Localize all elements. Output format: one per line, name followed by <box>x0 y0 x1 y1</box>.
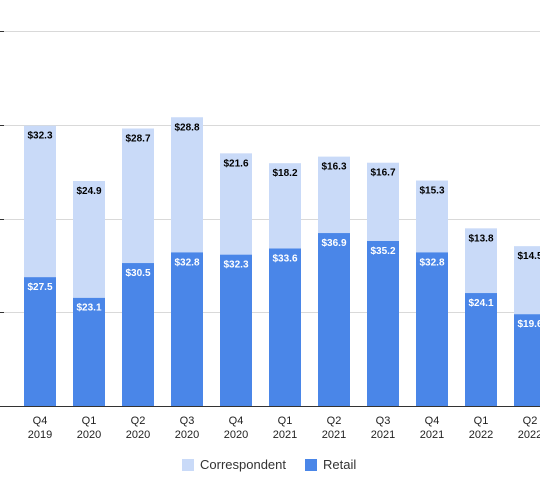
x-tick-label-year: 2020 <box>175 429 199 441</box>
x-tick-label-quarter: Q4 <box>229 415 244 427</box>
data-label-retail: $19.6 <box>517 319 540 330</box>
bar-correspondent[interactable] <box>514 246 540 315</box>
x-tick-label-year: 2020 <box>77 429 101 441</box>
data-label-correspondent: $28.8 <box>174 122 199 133</box>
x-tick-label-year: 2021 <box>273 429 297 441</box>
data-label-correspondent: $14.5 <box>517 251 540 262</box>
legend-item-retail[interactable]: Retail <box>305 457 356 472</box>
bar-correspondent[interactable] <box>367 162 399 241</box>
legend-label-correspondent: Correspondent <box>200 457 286 472</box>
bar-retail[interactable] <box>122 263 154 406</box>
data-label-retail: $35.2 <box>370 246 395 257</box>
bar-retail[interactable] <box>465 293 497 406</box>
legend-swatch-retail <box>305 458 317 471</box>
data-label-correspondent: $16.3 <box>321 162 346 173</box>
x-tick-label-quarter: Q2 <box>327 415 342 427</box>
data-label-correspondent: $24.9 <box>76 186 101 197</box>
legend-label-retail: Retail <box>323 457 357 472</box>
x-tick-label-quarter: Q2 <box>523 415 538 427</box>
bars <box>24 117 540 406</box>
x-tick-label-quarter: Q1 <box>82 415 97 427</box>
data-label-correspondent: $13.8 <box>468 233 493 244</box>
x-tick-label-year: 2021 <box>322 429 346 441</box>
data-label-retail: $23.1 <box>76 303 101 314</box>
data-label-correspondent: $28.7 <box>125 134 150 145</box>
bar-correspondent[interactable] <box>220 153 252 255</box>
x-tick-label-year: 2022 <box>469 429 493 441</box>
x-tick-label-quarter: Q4 <box>425 415 440 427</box>
legend: Correspondent Retail <box>0 457 540 477</box>
bar-correspondent[interactable] <box>73 181 105 298</box>
data-label-correspondent: $32.3 <box>27 131 52 142</box>
x-tick-label-year: 2021 <box>371 429 395 441</box>
bar-retail[interactable] <box>220 254 252 406</box>
data-label-correspondent: $15.3 <box>419 186 444 197</box>
data-label-retail: $36.9 <box>321 238 346 249</box>
bar-correspondent[interactable] <box>416 180 448 253</box>
bar-retail[interactable] <box>269 248 301 407</box>
data-label-correspondent: $18.2 <box>272 168 297 179</box>
bar-retail[interactable] <box>416 252 448 406</box>
data-label-retail: $32.8 <box>174 257 199 268</box>
data-labels: $27.5 $32.3 $23.1 $24.9 $30.5 $28.7 $32.8 $28.8… <box>27 122 540 330</box>
x-tick-label-year: 2022 <box>518 429 540 441</box>
x-tick-label-year: 2020 <box>126 429 150 441</box>
legend-item-correspondent[interactable]: Correspondent <box>182 457 286 472</box>
data-label-retail: $32.8 <box>419 257 444 268</box>
data-label-retail: $24.1 <box>468 298 493 309</box>
bar-retail[interactable] <box>318 233 350 406</box>
data-label-retail: $27.5 <box>27 282 52 293</box>
data-label-correspondent: $21.6 <box>223 158 248 169</box>
bar-retail[interactable] <box>514 314 540 406</box>
x-tick-label-quarter: Q4 <box>33 415 48 427</box>
data-label-retail: $32.3 <box>223 260 248 271</box>
bar-correspondent[interactable] <box>171 117 203 253</box>
bar-correspondent[interactable] <box>465 228 497 294</box>
data-label-correspondent: $16.7 <box>370 168 395 179</box>
x-tick-label-year: 2021 <box>420 429 444 441</box>
bar-retail[interactable] <box>73 297 105 406</box>
bar-retail[interactable] <box>24 277 56 406</box>
x-tick-label-quarter: Q3 <box>180 415 195 427</box>
x-tick-label-quarter: Q2 <box>131 415 146 427</box>
data-label-retail: $33.6 <box>272 254 297 265</box>
bar-correspondent[interactable] <box>122 128 154 264</box>
x-tick-label-quarter: Q3 <box>376 415 391 427</box>
bar-correspondent[interactable] <box>24 125 56 278</box>
bar-correspondent[interactable] <box>318 156 350 234</box>
x-tick-label-quarter: Q1 <box>278 415 293 427</box>
bar-retail[interactable] <box>367 241 399 406</box>
data-label-retail: $30.5 <box>125 268 150 279</box>
x-tick-labels: Q4 2019 Q1 2020 Q2 2020 Q3 2020 Q4 2020 Q1 2021 Q2 20… <box>28 415 540 441</box>
bar-retail[interactable] <box>171 252 203 406</box>
legend-swatch-correspondent <box>182 458 194 471</box>
bar-correspondent[interactable] <box>269 163 301 249</box>
x-tick-label-year: 2020 <box>224 429 248 441</box>
x-tick-label-year: 2019 <box>28 429 52 441</box>
x-tick-label-quarter: Q1 <box>474 415 489 427</box>
